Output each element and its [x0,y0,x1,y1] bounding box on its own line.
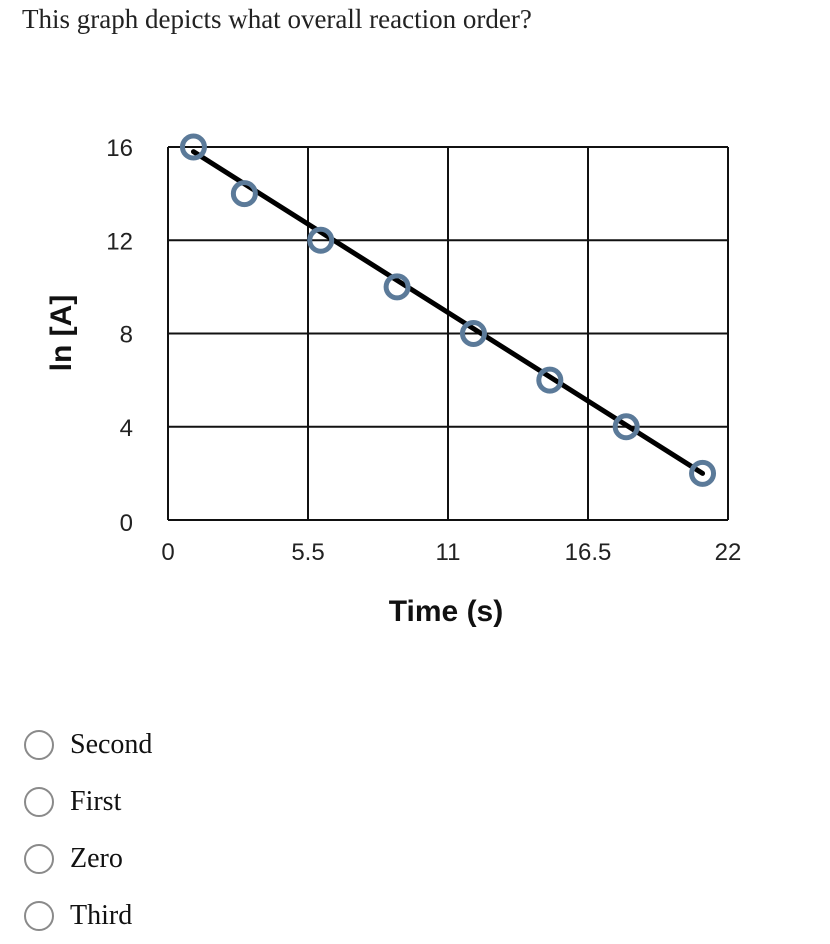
chart: 0 5.5 11 16.5 22 0 4 8 12 16 Time (s) ln [A] [45,133,741,628]
data-point [307,226,335,254]
question-text: This graph depicts what overall reaction… [22,4,532,34]
x-tick-label: 0 [161,539,174,566]
y-axis-label: ln [A] [45,295,78,372]
x-tick-label: 22 [715,539,742,566]
option-label: Second [70,728,153,760]
radio-second[interactable] [24,729,54,760]
data-point [689,459,717,487]
option-first[interactable]: First [24,773,152,830]
chart-ticks: 0 5.5 11 16.5 22 0 4 8 12 16 [106,135,741,566]
radio-third[interactable] [24,900,54,931]
x-tick-label: 16.5 [565,539,612,566]
y-tick-label: 0 [120,510,133,537]
radio-zero[interactable] [24,843,54,874]
y-tick-label: 8 [120,322,133,349]
x-axis-label: Time (s) [389,595,503,628]
option-zero[interactable]: Zero [24,830,152,887]
x-tick-label: 5.5 [291,539,324,566]
option-label: Third [70,899,133,931]
data-point [536,366,564,394]
data-point [179,133,207,161]
radio-first[interactable] [24,786,54,817]
data-point [383,273,411,301]
option-third[interactable]: Third [24,887,152,944]
option-second[interactable]: Second [24,716,152,773]
option-label: Zero [70,842,123,874]
y-tick-label: 12 [106,228,133,255]
data-point [459,320,487,347]
y-tick-label: 16 [106,135,133,162]
y-tick-label: 4 [120,415,133,442]
answer-options: Second First Zero Third [24,716,152,944]
x-tick-label: 11 [436,539,461,566]
data-point [612,413,640,441]
option-label: First [70,785,122,817]
chart-grid [167,146,729,521]
chart-points [179,133,717,487]
data-point [230,180,258,208]
